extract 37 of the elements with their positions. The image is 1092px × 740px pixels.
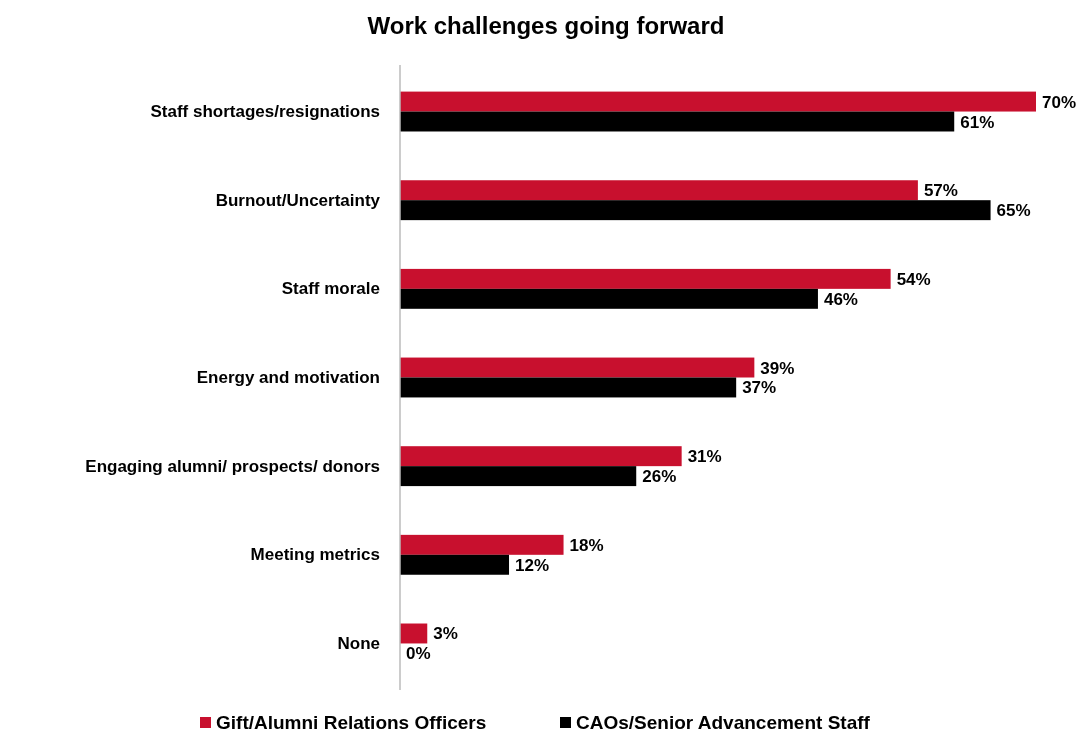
data-label: 57% [923, 181, 958, 201]
bar [400, 377, 737, 398]
chart-title: Work challenges going forward [367, 12, 725, 39]
data-label: 18% [569, 535, 604, 555]
data-label: 3% [433, 624, 458, 644]
y-tick-label: Burnout/Uncertainty [215, 190, 381, 210]
legend-label: Gift/Alumni Relations Officers [216, 712, 487, 733]
data-label: 37% [742, 378, 777, 398]
bar [400, 466, 637, 487]
bar [400, 554, 510, 575]
legend-label: CAOs/Senior Advancement Staff [576, 712, 871, 733]
bar [400, 623, 428, 644]
data-label: 54% [896, 269, 931, 289]
data-label: 12% [515, 555, 550, 575]
bar [400, 357, 755, 378]
data-label: 0% [406, 644, 431, 664]
y-tick-label: Staff morale [281, 279, 380, 299]
bar [400, 534, 564, 555]
data-label: 26% [642, 467, 677, 487]
data-label: 61% [960, 112, 995, 132]
data-label: 31% [687, 447, 722, 467]
y-tick-label: Engaging alumni/ prospects/ donors [85, 456, 380, 476]
bar [400, 111, 955, 132]
bar [400, 200, 991, 221]
data-label: 70% [1042, 92, 1077, 112]
y-tick-label: None [337, 633, 380, 653]
bar [400, 91, 1036, 112]
bar [400, 446, 682, 467]
bar [400, 288, 818, 309]
bar [400, 268, 891, 289]
data-label: 46% [823, 289, 858, 309]
bar [400, 180, 918, 201]
y-tick-label: Staff shortages/resignations [150, 101, 380, 121]
data-label: 65% [996, 201, 1031, 221]
y-tick-label: Energy and motivation [196, 367, 380, 387]
data-label: 39% [760, 358, 795, 378]
y-tick-label: Meeting metrics [250, 545, 380, 565]
